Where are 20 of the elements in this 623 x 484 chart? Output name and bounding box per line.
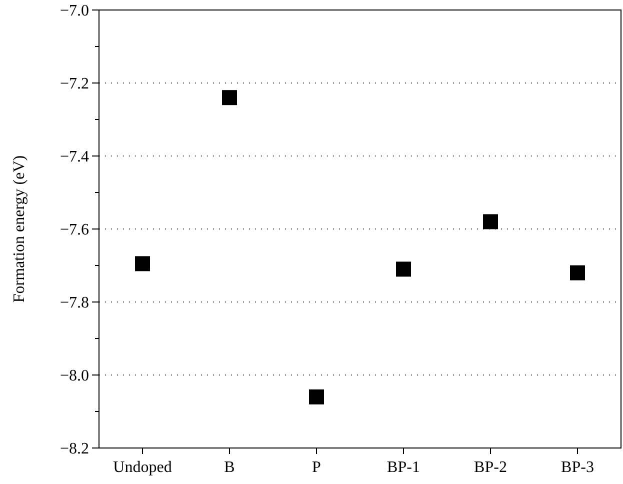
y-tick-label: −7.2 <box>60 76 89 93</box>
x-tick-label: B <box>224 459 235 476</box>
point <box>309 389 324 404</box>
y-axis-title: Formation energy (eV) <box>11 155 28 303</box>
y-tick-label: −7.4 <box>60 148 89 166</box>
y-tick-label: −8.0 <box>60 368 89 385</box>
point <box>222 90 237 106</box>
y-tick-label: −7.0 <box>60 2 89 20</box>
x-tick-label: BP-2 <box>474 459 507 476</box>
y-tick-label: −7.6 <box>60 222 89 239</box>
x-tick-label: P <box>312 459 322 476</box>
y-tick-label: −7.8 <box>60 294 89 312</box>
point <box>135 256 150 272</box>
y-tick-label: −8.2 <box>60 440 89 458</box>
x-tick-label: Undoped <box>113 459 172 476</box>
x-tick-label: BP-1 <box>387 459 420 476</box>
x-tick-label: BP-3 <box>561 459 594 476</box>
point <box>396 262 411 277</box>
point <box>483 214 498 230</box>
point <box>570 265 585 280</box>
